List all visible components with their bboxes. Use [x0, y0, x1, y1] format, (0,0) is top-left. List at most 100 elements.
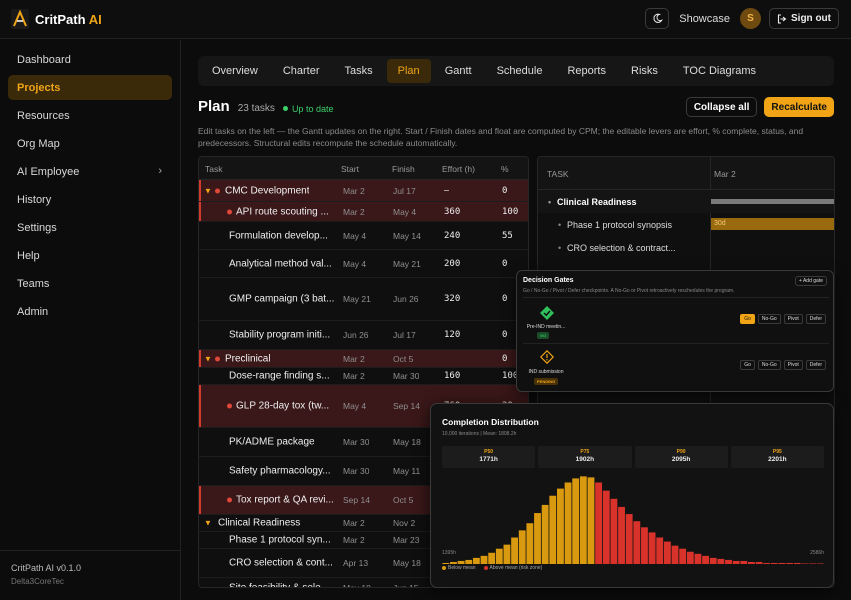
- histogram-bar-above-mean: [595, 482, 603, 564]
- collapse-all-button[interactable]: Collapse all: [685, 97, 758, 117]
- tab-tasks[interactable]: Tasks: [344, 65, 373, 77]
- tab-reports[interactable]: Reports: [567, 65, 606, 77]
- task-name[interactable]: API route scouting ...: [236, 206, 329, 217]
- task-name[interactable]: Safety pharmacology...: [229, 465, 331, 477]
- gate-pivot-button[interactable]: Pivot: [783, 314, 803, 324]
- task-name[interactable]: GMP campaign (3 bat...: [229, 293, 335, 305]
- table-row[interactable]: API route scouting ... Mar 2 May 4 360 100: [199, 202, 528, 222]
- table-row[interactable]: Phase 1 protocol syn... Mar 2 Mar 23: [199, 532, 528, 549]
- sidebar-item-org-map[interactable]: Org Map: [8, 131, 172, 156]
- tab-plan[interactable]: Plan: [386, 59, 431, 83]
- percentile-card: P50 1771h: [442, 446, 536, 468]
- theme-toggle-button[interactable]: [645, 8, 670, 29]
- task-name[interactable]: GLP 28-day tox (tw...: [236, 400, 330, 412]
- task-start: May 4: [343, 401, 367, 411]
- col-pct[interactable]: %: [501, 164, 509, 174]
- sidebar-item-ai-employee[interactable]: AI Employee ›: [8, 159, 172, 184]
- task-name[interactable]: Analytical method val...: [229, 258, 332, 269]
- task-pct[interactable]: 0: [502, 330, 508, 340]
- logout-icon: [777, 13, 787, 24]
- task-pct[interactable]: 0: [502, 353, 508, 364]
- tab-risks[interactable]: Risks: [631, 65, 658, 77]
- task-pct[interactable]: 0: [502, 294, 508, 304]
- task-name[interactable]: Preclinical: [225, 353, 271, 364]
- task-effort[interactable]: 320: [444, 294, 461, 304]
- tab-charter[interactable]: Charter: [282, 65, 320, 77]
- expand-caret-icon[interactable]: ▼: [204, 354, 212, 363]
- table-row[interactable]: PK/ADME package Mar 30 May 18: [199, 428, 528, 457]
- task-pct[interactable]: 100: [502, 371, 519, 381]
- task-pct[interactable]: 0: [502, 258, 508, 269]
- showcase-label[interactable]: Showcase: [679, 12, 730, 25]
- sidebar-item-history[interactable]: History: [8, 187, 172, 212]
- expand-caret-icon[interactable]: ▼: [204, 186, 212, 195]
- col-start[interactable]: Start: [341, 164, 359, 174]
- task-name[interactable]: Stability program initi...: [229, 329, 331, 341]
- gantt-row[interactable]: • Phase 1 protocol synopsis 30d: [538, 213, 834, 236]
- gate-go-button[interactable]: Go: [740, 360, 755, 370]
- tab-gantt[interactable]: Gantt: [444, 65, 472, 77]
- task-pct[interactable]: 100: [502, 206, 519, 217]
- add-gate-button[interactable]: + Add gate: [794, 276, 827, 286]
- gate-go-button[interactable]: Go: [740, 314, 755, 324]
- gate-defer-button[interactable]: Defer: [805, 314, 826, 324]
- table-row[interactable]: GMP campaign (3 bat... May 21 Jun 26 320 0: [199, 278, 528, 321]
- gate-defer-button[interactable]: Defer: [805, 360, 826, 370]
- task-name[interactable]: Formulation develop...: [229, 230, 328, 241]
- gantt-summary-bar[interactable]: [711, 199, 834, 204]
- task-name[interactable]: Tox report & QA revi...: [236, 494, 334, 506]
- sidebar-item-help[interactable]: Help: [8, 243, 172, 268]
- sidebar-item-projects[interactable]: Projects: [8, 75, 172, 100]
- expand-caret-icon[interactable]: ▼: [204, 518, 212, 528]
- brand[interactable]: CritPath AI: [11, 9, 102, 29]
- task-name[interactable]: Site feasibility & sele...: [229, 582, 330, 588]
- gate-pivot-button[interactable]: Pivot: [783, 360, 803, 370]
- col-effort[interactable]: Effort (h): [442, 164, 475, 174]
- task-pct[interactable]: 55: [502, 230, 513, 241]
- task-name[interactable]: Dose-range finding s...: [229, 370, 330, 382]
- sidebar-item-dashboard[interactable]: Dashboard: [8, 47, 172, 72]
- task-name[interactable]: CMC Development: [225, 185, 310, 196]
- task-effort[interactable]: —: [444, 185, 450, 196]
- table-group-row[interactable]: ▼ Clinical Readiness Mar 2 Nov 2: [199, 515, 528, 532]
- gate-no-go-button[interactable]: No-Go: [757, 360, 781, 370]
- sign-out-button[interactable]: Sign out: [769, 8, 839, 29]
- recalculate-button[interactable]: Recalculate: [764, 97, 834, 117]
- tab-overview[interactable]: Overview: [212, 65, 258, 77]
- table-group-row[interactable]: ▼ Preclinical Mar 2 Oct 5 0: [199, 350, 528, 368]
- percentile-cards: P50 1771h P75 1902h P90 2095h P95 2201h: [442, 446, 824, 468]
- table-row[interactable]: Formulation develop... May 4 May 14 240 55: [199, 222, 528, 250]
- task-effort[interactable]: 160: [444, 371, 461, 381]
- gate-no-go-button[interactable]: No-Go: [757, 314, 781, 324]
- task-effort[interactable]: 120: [444, 330, 461, 340]
- table-row[interactable]: Stability program initi... Jun 26 Jul 17 12…: [199, 321, 528, 350]
- sidebar-item-resources[interactable]: Resources: [8, 103, 172, 128]
- sidebar-item-teams[interactable]: Teams: [8, 271, 172, 296]
- gate-name: IND submission: [528, 369, 564, 375]
- histogram-bar-below-mean: [587, 477, 595, 564]
- table-group-row[interactable]: ▼ CMC Development Mar 2 Jul 17 — 0: [199, 180, 528, 202]
- sidebar-item-admin[interactable]: Admin: [8, 299, 172, 324]
- avatar[interactable]: S: [740, 8, 761, 29]
- col-task[interactable]: Task: [205, 164, 223, 174]
- tab-schedule[interactable]: Schedule: [496, 65, 543, 77]
- gantt-row[interactable]: • CRO selection & contract...: [538, 236, 834, 259]
- table-row[interactable]: Dose-range finding s... Mar 2 Mar 30 160 100: [199, 368, 528, 385]
- task-pct[interactable]: 0: [502, 185, 508, 196]
- table-row[interactable]: CRO selection & cont... Apr 13 May 18: [199, 549, 528, 578]
- task-name[interactable]: Clinical Readiness: [218, 517, 301, 529]
- table-row[interactable]: Site feasibility & sele... May 18 Jun 15: [199, 578, 528, 588]
- task-effort[interactable]: 240: [444, 230, 461, 241]
- col-finish[interactable]: Finish: [392, 164, 415, 174]
- task-name[interactable]: CRO selection & cont...: [229, 557, 333, 569]
- task-effort[interactable]: 200: [444, 258, 461, 269]
- task-effort[interactable]: 360: [444, 206, 461, 217]
- sidebar-item-settings[interactable]: Settings: [8, 215, 172, 240]
- task-name[interactable]: Phase 1 protocol syn...: [229, 534, 331, 546]
- table-row[interactable]: Safety pharmacology... Mar 30 May 11: [199, 457, 528, 486]
- gantt-task-bar[interactable]: 30d: [711, 218, 834, 230]
- task-name[interactable]: PK/ADME package: [229, 436, 315, 448]
- table-row[interactable]: Analytical method val... May 4 May 21 200 0: [199, 250, 528, 278]
- gantt-row[interactable]: • Clinical Readiness: [538, 190, 834, 213]
- tab-toc-diagrams[interactable]: TOC Diagrams: [682, 65, 757, 77]
